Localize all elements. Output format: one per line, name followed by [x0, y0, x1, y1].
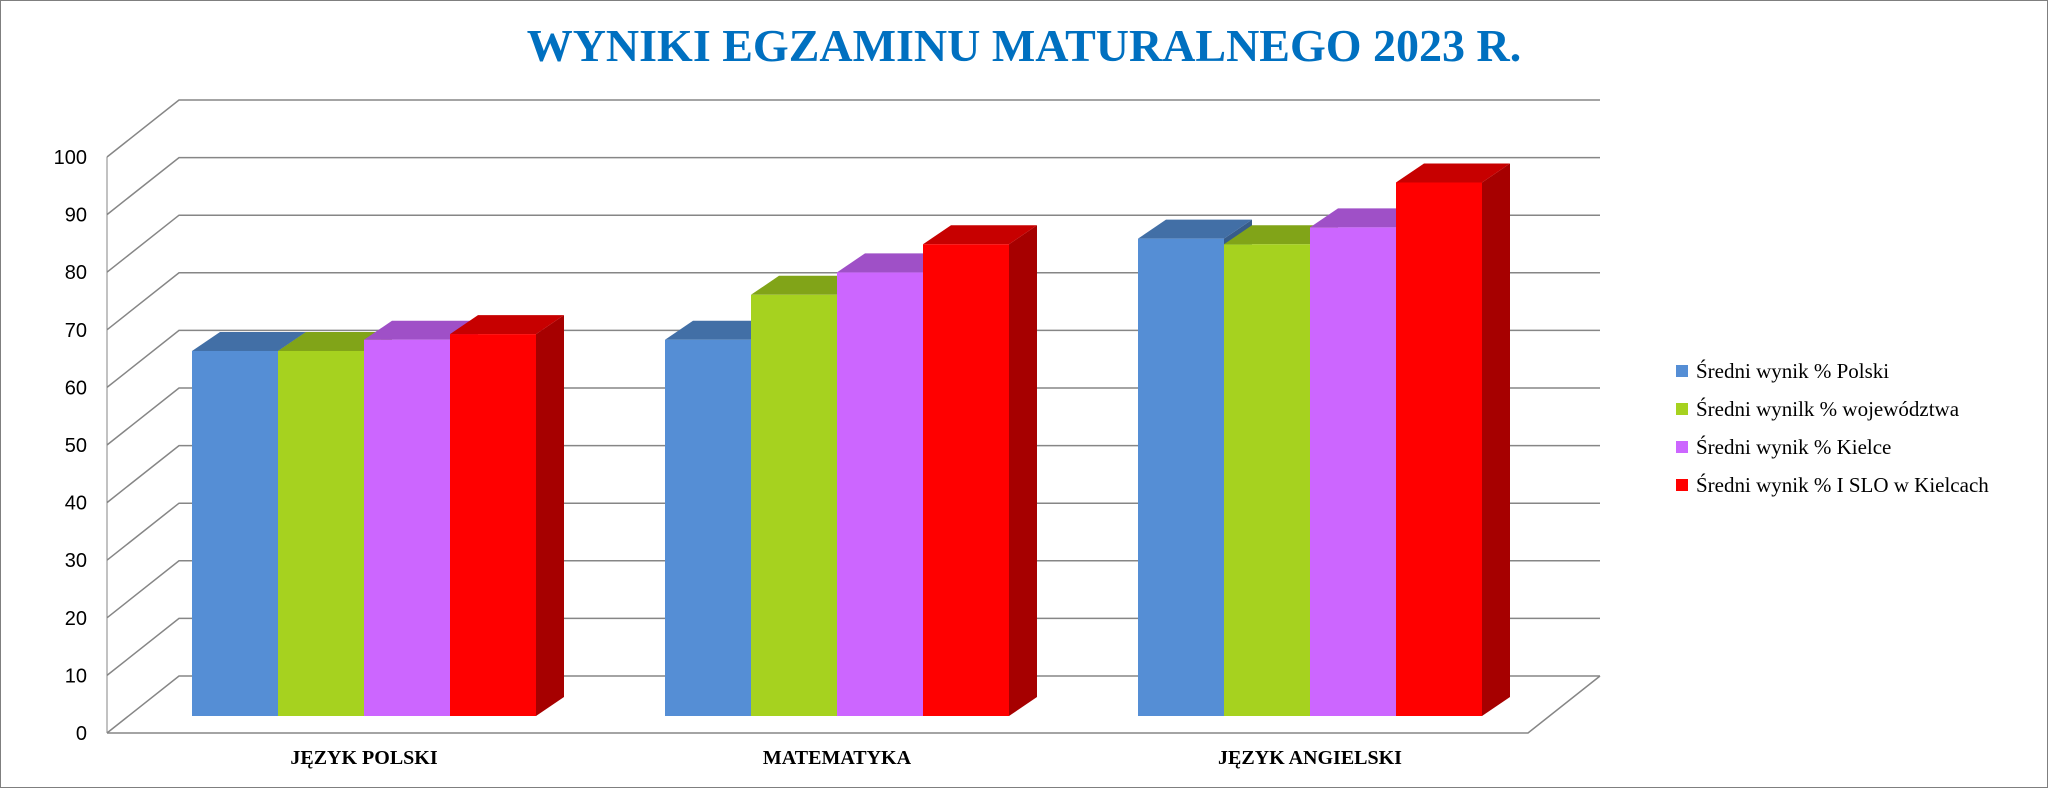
chart-title: WYNIKI EGZAMINU MATURALNEGO 2023 R.	[527, 20, 1522, 71]
bar-top	[1396, 163, 1510, 183]
category-label: JĘZYK ANGIELSKI	[1218, 747, 1402, 769]
gridline	[106, 99, 1600, 158]
bar-front	[1224, 244, 1310, 717]
legend-label: Średni wynilk % województwa	[1696, 396, 1960, 421]
gridline	[106, 502, 1600, 561]
bar-front	[278, 350, 364, 716]
bar-top	[1310, 208, 1424, 228]
bar-front	[364, 339, 450, 716]
bar-top	[1224, 225, 1338, 245]
gridline	[106, 214, 1600, 273]
legend-label: Średni wynik % Kielce	[1696, 434, 1892, 459]
bar-side	[1482, 163, 1510, 717]
y-tick-label: 70	[65, 320, 87, 342]
gridline	[106, 560, 1600, 619]
bar-front	[751, 294, 837, 716]
y-tick-label: 40	[65, 493, 87, 515]
bar-top	[751, 275, 865, 295]
legend-item: Średni wynik % I SLO w Kielcach	[1676, 466, 2036, 504]
bar	[1396, 163, 1510, 717]
bar-front	[837, 272, 923, 716]
bar-top	[1138, 219, 1252, 239]
bar-front	[450, 334, 536, 716]
bar-top	[923, 225, 1037, 245]
legend-swatch	[1676, 441, 1688, 453]
bar-side	[536, 315, 564, 716]
gridline	[106, 387, 1600, 446]
y-tick-label: 0	[76, 723, 87, 745]
bar-front	[1310, 227, 1396, 716]
y-tick-label: 50	[65, 435, 87, 457]
y-tick-label: 30	[65, 550, 87, 572]
legend-item: Średni wynik % Polski	[1676, 352, 2036, 390]
bars	[192, 163, 1510, 717]
bar	[923, 225, 1037, 717]
bar-front	[1396, 182, 1482, 717]
legend-swatch	[1676, 403, 1688, 415]
grid-layer	[106, 99, 1601, 734]
bar-top	[837, 253, 951, 273]
y-tick-label: 60	[65, 377, 87, 399]
bar-top	[450, 315, 564, 335]
bar-side	[1009, 225, 1037, 717]
y-axis-ticks: 0 10 20 30 40 50 60 70 80 90 100	[54, 147, 87, 745]
gridline	[106, 272, 1600, 331]
bar-top	[278, 331, 392, 351]
legend-item: Średni wynik % Kielce	[1676, 428, 2036, 466]
category-label: JĘZYK POLSKI	[290, 747, 437, 769]
gridline	[106, 444, 1600, 504]
category-label: MATEMATYKA	[763, 747, 912, 769]
bar-front	[1138, 238, 1224, 716]
bar-front	[665, 339, 751, 716]
y-tick-label: 20	[65, 608, 87, 630]
y-tick-label: 10	[65, 665, 87, 687]
bar-top	[364, 320, 478, 340]
y-tick-label: 90	[65, 205, 87, 227]
gridline	[106, 329, 1600, 388]
gridline	[106, 675, 1600, 734]
floor-edge	[107, 675, 1601, 734]
legend-label: Średni wynik % Polski	[1696, 358, 1890, 383]
y-tick-label: 100	[54, 147, 87, 169]
y-tick-label: 80	[65, 262, 87, 284]
legend: Średni wynik % Polski Średni wynilk % woj…	[1676, 352, 2036, 504]
legend-swatch	[1676, 365, 1688, 377]
bar-top	[192, 331, 306, 351]
bar-top	[665, 320, 779, 340]
legend-swatch	[1676, 479, 1688, 491]
legend-label: Średni wynik % I SLO w Kielcach	[1696, 472, 1989, 497]
gridline	[106, 617, 1600, 676]
gridline	[106, 156, 1600, 216]
bar-front	[923, 244, 1009, 717]
bar-front	[192, 350, 278, 716]
legend-item: Średni wynilk % województwa	[1676, 390, 2036, 428]
bar	[450, 315, 564, 716]
category-labels: JĘZYK POLSKI MATEMATYKA JĘZYK ANGIELSKI	[290, 747, 1402, 769]
